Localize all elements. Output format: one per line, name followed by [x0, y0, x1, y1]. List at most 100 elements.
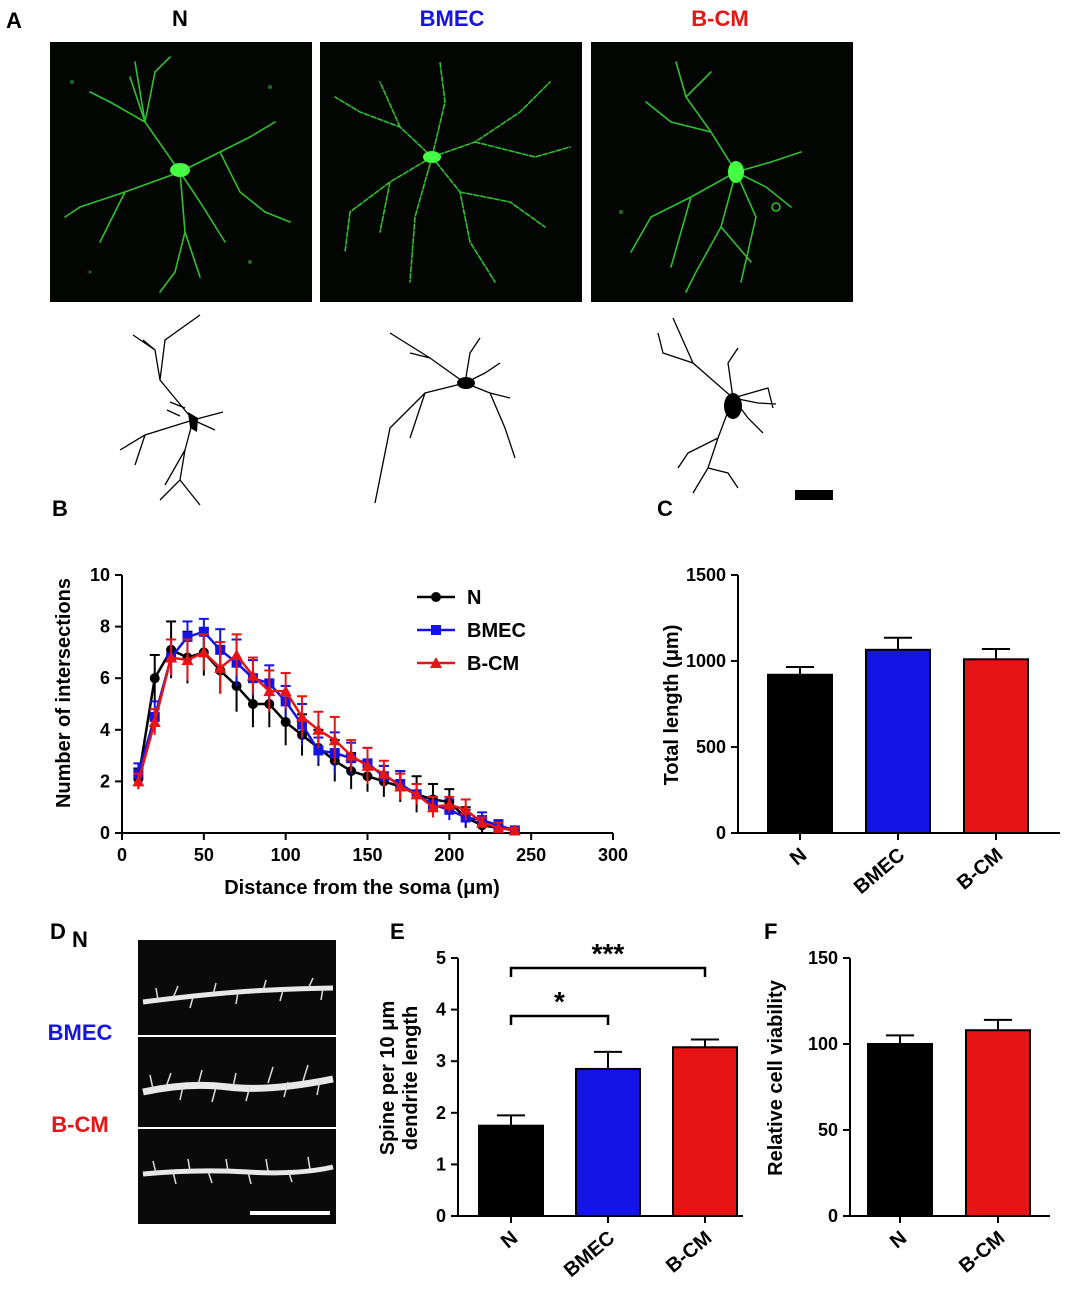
- chart-e-x-tick-label: N: [497, 1227, 522, 1253]
- chart-b-legend-marker: [430, 657, 442, 668]
- chart-f-ylabel: Relative cell viability: [765, 979, 787, 1176]
- chart-b-point: [149, 673, 160, 684]
- chart-b-y-tick-label: 0: [100, 823, 110, 843]
- column-title-n: N: [172, 6, 188, 31]
- chart-b-point: [181, 654, 194, 666]
- chart-b-point: [247, 699, 258, 709]
- chart-c-bar: [767, 673, 833, 835]
- chart-c-y-tick-label: 1000: [686, 651, 726, 671]
- chart-b-point: [182, 631, 193, 642]
- chart-f-bar: [867, 1043, 933, 1217]
- chart-c-y-tick-label: 500: [696, 737, 726, 757]
- chart-b-point: [313, 745, 324, 756]
- scale-bar-a: [795, 490, 833, 500]
- micrograph-bmec: [320, 42, 582, 302]
- chart-b-point: [198, 626, 209, 637]
- chart-f-x-tick-label: B-CM: [955, 1227, 1009, 1277]
- chart-b-legend-label: BMEC: [467, 620, 526, 642]
- chart-c-x-tick-label: N: [786, 844, 811, 870]
- neuron-fluorescence-bcm: [619, 61, 802, 293]
- row-label-bcm: B-CM: [51, 1112, 109, 1137]
- chart-e-significance-label: ***: [592, 940, 625, 969]
- chart-b-sholl-analysis: Number of intersections Distance from th…: [53, 565, 628, 899]
- chart-b-legend-marker: [431, 592, 441, 602]
- chart-b-line: [137, 650, 515, 832]
- chart-b-series-0: [133, 620, 520, 836]
- chart-b-y-tick-label: 8: [100, 617, 110, 637]
- chart-e-y-tick-label: 4: [436, 1000, 446, 1020]
- panel-letter-f: F: [764, 919, 778, 944]
- chart-e-significance-bracket: [509, 1014, 610, 1025]
- panel-letter-c: C: [657, 496, 673, 521]
- panel-letter-b: B: [52, 496, 68, 521]
- chart-f-x-tick-label: N: [886, 1227, 911, 1253]
- chart-b-point: [328, 734, 341, 746]
- chart-b-x-tick-label: 0: [117, 845, 127, 865]
- tracing-bmec: [374, 332, 516, 504]
- chart-b-point: [148, 716, 161, 728]
- chart-b-point: [459, 803, 472, 815]
- chart-b-point: [279, 685, 292, 697]
- chart-f-cell-viability: Relative cell viability 0 50 100 150 N B-CM: [765, 948, 1050, 1277]
- chart-b-xlabel: Distance from the soma (μm): [224, 877, 500, 899]
- chart-b-point: [426, 801, 439, 813]
- chart-c-bar: [963, 658, 1029, 834]
- chart-b-point: [263, 685, 276, 697]
- chart-b-x-tick-label: 200: [434, 845, 464, 865]
- chart-c-y-tick-label: 0: [716, 823, 726, 843]
- chart-b-point: [476, 816, 489, 828]
- chart-b-line: [137, 630, 516, 832]
- micrograph-bcm: [591, 42, 853, 302]
- chart-f-y-tick-label: 150: [808, 948, 838, 968]
- chart-b-point: [165, 651, 178, 663]
- chart-b-point: [246, 669, 259, 681]
- chart-e-y-tick-label: 1: [436, 1154, 446, 1174]
- chart-f-y-tick-label: 0: [828, 1206, 838, 1226]
- chart-b-series-2: [132, 633, 521, 836]
- chart-e-significance-bracket: [509, 966, 707, 977]
- chart-e-x-tick-label: B-CM: [662, 1227, 716, 1277]
- chart-b-point: [377, 767, 390, 779]
- chart-e-bar: [575, 1067, 641, 1217]
- chart-c-x-tick-label: B-CM: [953, 844, 1007, 894]
- row-label-bmec: BMEC: [47, 1020, 113, 1045]
- spine-image-bmec: [138, 1037, 336, 1127]
- chart-b-x-tick-label: 300: [598, 845, 628, 865]
- chart-c-ylabel: Total length (μm): [661, 625, 683, 786]
- chart-e-bar: [478, 1124, 544, 1217]
- chart-f-bar: [965, 1029, 1031, 1217]
- neuron-fluorescence-bmec: [334, 61, 571, 283]
- chart-b-point: [394, 780, 407, 792]
- micrograph-n: [50, 42, 312, 302]
- chart-e-y-tick-label: 3: [436, 1051, 446, 1071]
- spine-image-bcm: [138, 1129, 336, 1224]
- spine-image-n: [138, 940, 336, 1035]
- chart-b-point: [410, 788, 423, 800]
- chart-b-point: [508, 824, 521, 836]
- row-label-n: N: [72, 927, 88, 952]
- chart-f-y-tick-label: 50: [818, 1120, 838, 1140]
- chart-e-spine-density: Spine per 10 μmdendrite length 0 1 2 3 4 5 N BM…: [377, 940, 743, 1282]
- chart-b-x-tick-label: 50: [194, 845, 214, 865]
- chart-b-point: [132, 775, 145, 787]
- chart-e-bar: [672, 1046, 738, 1217]
- chart-b-series-1: [133, 617, 520, 836]
- chart-b-ylabel: Number of intersections: [53, 578, 75, 808]
- column-title-bmec: BMEC: [419, 6, 485, 31]
- chart-b-legend-label: N: [467, 587, 481, 609]
- panel-letter-a: A: [6, 8, 22, 33]
- chart-b-x-tick-label: 150: [352, 845, 382, 865]
- chart-c-x-tick-label: BMEC: [850, 844, 909, 899]
- chart-b-y-tick-label: 6: [100, 668, 110, 688]
- chart-c-bar: [865, 648, 931, 834]
- tracing-bcm: [657, 317, 777, 494]
- chart-b-legend-label: B-CM: [467, 653, 519, 675]
- chart-c-y-tick-label: 1500: [686, 565, 726, 585]
- chart-b-y-tick-label: 4: [100, 720, 110, 740]
- chart-e-significance-label: *: [554, 986, 565, 1017]
- chart-b-point: [214, 661, 227, 673]
- chart-b-legend-marker: [431, 625, 441, 635]
- neuron-fluorescence-n: [64, 56, 291, 293]
- chart-f-y-tick-label: 100: [808, 1034, 838, 1054]
- chart-b-point: [345, 749, 358, 761]
